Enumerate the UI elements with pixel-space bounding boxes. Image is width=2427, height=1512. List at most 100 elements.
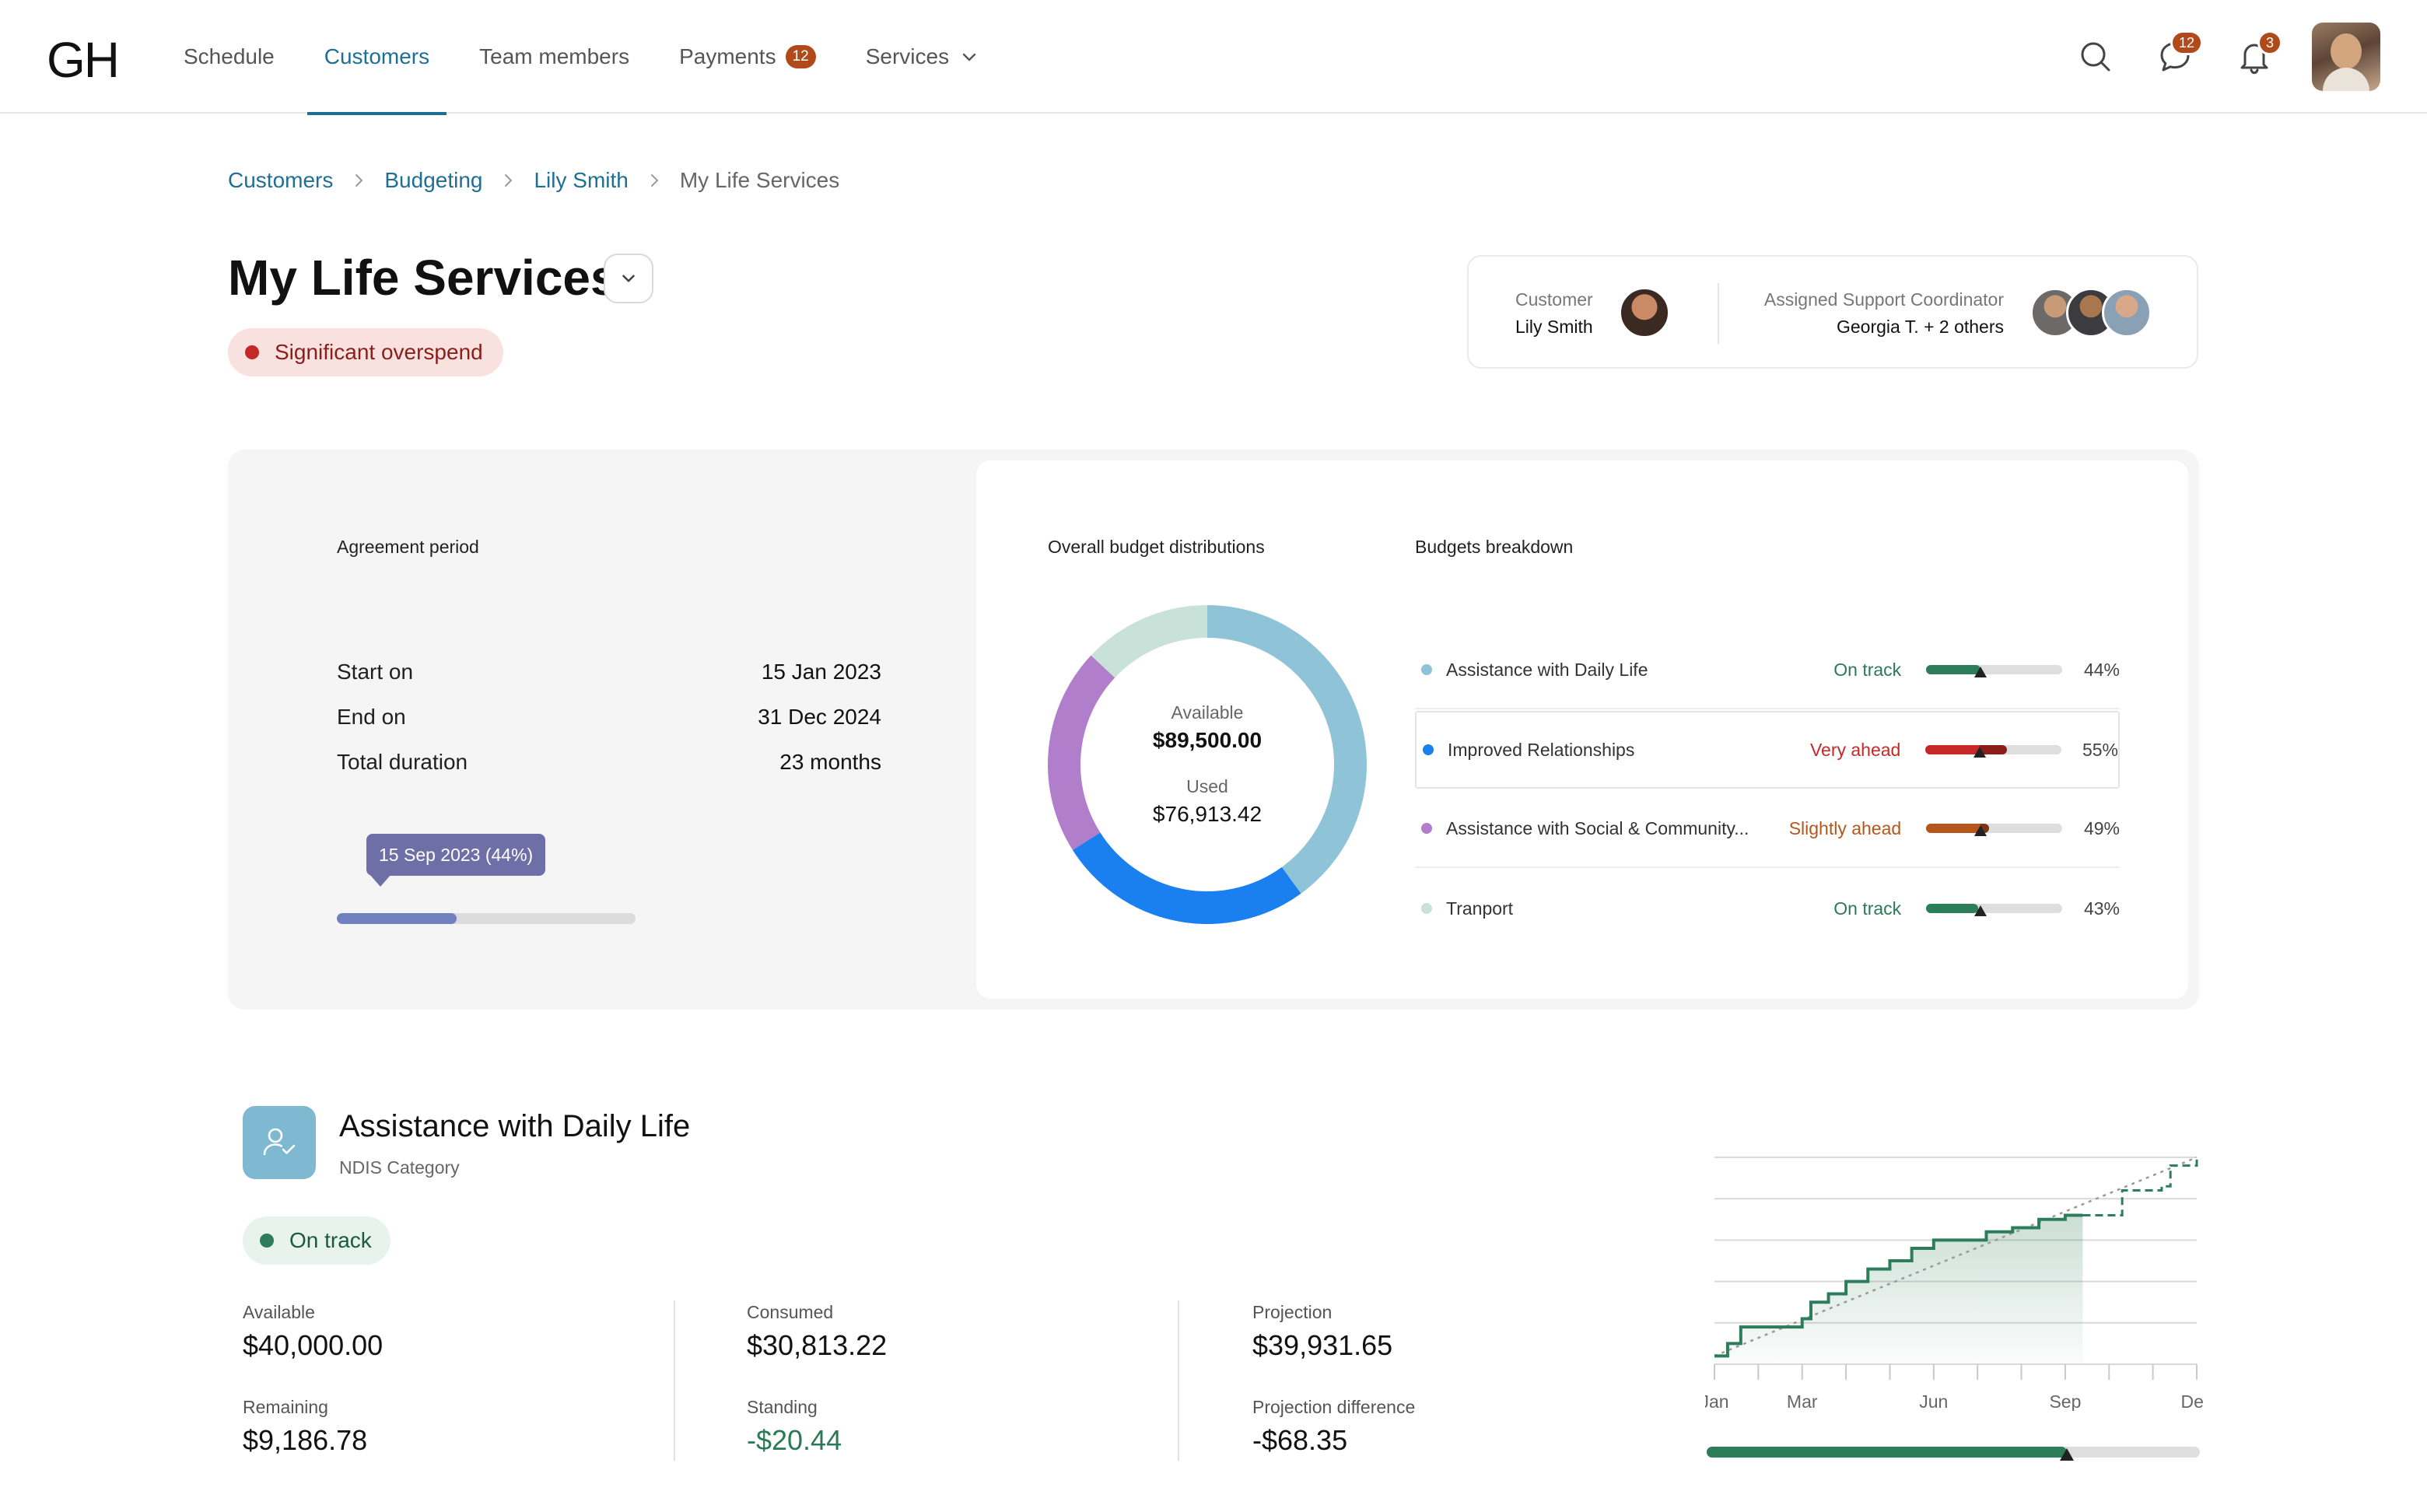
nav-schedule[interactable]: Schedule	[184, 0, 275, 114]
stat-label: Standing	[747, 1397, 818, 1417]
stat-value: $39,931.65	[1252, 1329, 1393, 1361]
legend-dot	[1421, 903, 1432, 914]
chat-icon[interactable]: 12	[2153, 30, 2203, 79]
x-tick-label: Sep	[2049, 1391, 2081, 1411]
agreement-progress-fill	[337, 913, 457, 924]
category-status-badge: On track	[243, 1216, 390, 1265]
nav-customers[interactable]: Customers	[306, 0, 447, 115]
breakdown-row[interactable]: Assistance with Social & Community... Sl…	[1415, 790, 2120, 868]
row-label: Start on	[337, 660, 414, 684]
budget-status: Slightly ahead	[1788, 817, 1902, 838]
chevron-right-icon	[499, 172, 517, 189]
status-dot	[260, 1234, 274, 1248]
user-avatar[interactable]	[2312, 23, 2380, 91]
category-title: Assistance with Daily Life	[339, 1109, 691, 1143]
available-value: $89,500.00	[1152, 728, 1263, 752]
time-marker	[2059, 1448, 2074, 1461]
main-nav: Schedule Customers Team members Payments…	[184, 0, 1028, 115]
stat-projection-difference: Projection difference -$68.35	[1252, 1397, 1415, 1457]
coordinator-avatar-group[interactable]	[2030, 288, 2163, 338]
breakdown-row[interactable]: Improved Relationships Very ahead 55%	[1415, 711, 2120, 789]
budget-status: On track	[1833, 659, 1902, 680]
budget-name: Assistance with Social & Community...	[1446, 817, 1749, 838]
nav-label: Customers	[324, 44, 430, 68]
divider	[1718, 283, 1719, 344]
legend-dot	[1421, 823, 1432, 834]
nav-team-members[interactable]: Team members	[479, 0, 629, 114]
budget-status: On track	[1833, 898, 1902, 919]
row-label: End on	[337, 705, 406, 729]
x-tick-label: Jan	[1705, 1391, 1729, 1411]
breakdown-row[interactable]: Tranport On track 43%	[1415, 870, 2120, 947]
chat-count-badge: 12	[2170, 30, 2203, 55]
coordinator-names[interactable]: Georgia T. + 2 others	[1836, 317, 2004, 337]
customer-label: Customer	[1515, 289, 1593, 310]
x-tick-label: Dec	[2181, 1391, 2203, 1411]
page-title: My Life Services	[228, 250, 618, 306]
ideal-trend-line	[1714, 1156, 2198, 1357]
row-value: 15 Jan 2023	[761, 660, 881, 684]
agreement-period-title: Agreement period	[337, 537, 479, 557]
nav-services-dropdown[interactable]: Services	[866, 0, 979, 114]
available-label: Available	[1171, 702, 1244, 723]
projection-line	[2082, 1157, 2198, 1216]
bell-icon[interactable]: 3	[2233, 30, 2282, 79]
customer-name[interactable]: Lily Smith	[1515, 317, 1593, 337]
agreement-row: Start on 15 Jan 2023	[337, 660, 881, 684]
progress-fill	[1925, 745, 1980, 754]
budget-overview-panel: Agreement period Start on 15 Jan 2023 En…	[228, 450, 2199, 1010]
category-icon	[243, 1106, 316, 1179]
stat-label: Projection difference	[1252, 1397, 1416, 1417]
progress-fill	[1926, 824, 1981, 833]
status-badge: Significant overspend	[228, 328, 503, 376]
chevron-right-icon	[646, 172, 663, 189]
time-marker	[1974, 825, 1987, 836]
breadcrumb-current: My Life Services	[679, 168, 840, 192]
stat-remaining: Remaining $9,186.78	[243, 1397, 367, 1457]
breadcrumb-customers[interactable]: Customers	[228, 168, 334, 192]
budget-name: Assistance with Daily Life	[1446, 659, 1648, 680]
time-marker	[1974, 905, 1987, 916]
stat-label: Consumed	[747, 1302, 834, 1322]
chevron-down-icon	[960, 47, 979, 66]
breadcrumb-budgeting[interactable]: Budgeting	[384, 168, 483, 192]
stat-projection: Projection $39,931.65	[1252, 1302, 1392, 1362]
row-label: Total duration	[337, 750, 468, 774]
budget-percent: 43%	[2083, 898, 2121, 919]
distribution-title: Overall budget distributions	[1048, 537, 1265, 557]
plan-switcher-button[interactable]	[604, 254, 653, 303]
time-marker	[1974, 667, 1987, 677]
coordinator-info: Assigned Support Coordinator Georgia T. …	[1764, 289, 2004, 338]
donut-segment[interactable]	[1091, 605, 1208, 678]
status-text: On track	[289, 1228, 372, 1252]
donut-segment[interactable]	[1072, 832, 1301, 924]
search-icon[interactable]	[2074, 35, 2117, 79]
consumed-line	[1714, 1213, 2083, 1358]
stat-consumed: Consumed $30,813.22	[747, 1302, 887, 1362]
period-progress-tooltip: 15 Sep 2023 (44%)	[366, 834, 546, 887]
progress-fill	[1926, 665, 1981, 674]
budget-donut-chart	[1048, 605, 1367, 924]
breakdown-title: Budgets breakdown	[1415, 537, 1574, 557]
customer-avatar[interactable]	[1620, 288, 1669, 338]
breadcrumb-customer-name[interactable]: Lily Smith	[534, 168, 629, 192]
top-navigation-bar: GH Schedule Customers Team members Payme…	[0, 0, 2427, 115]
app-logo[interactable]: GH	[47, 32, 120, 88]
row-value: 23 months	[779, 750, 881, 774]
donut-segment[interactable]	[1048, 655, 1115, 850]
budget-progress-bar	[1926, 665, 2063, 677]
nav-payments[interactable]: Payments 12	[679, 0, 816, 114]
breakdown-row[interactable]: Assistance with Daily Life On track 44%	[1415, 632, 2120, 709]
progress-fill	[1926, 904, 1978, 913]
category-subtitle: NDIS Category	[339, 1157, 460, 1178]
legend-dot	[1423, 744, 1434, 755]
stat-value: $30,813.22	[747, 1329, 888, 1361]
coordinator-label: Assigned Support Coordinator	[1763, 289, 2004, 310]
agreement-progress-bar	[337, 913, 636, 924]
legend-dot	[1421, 664, 1432, 675]
time-marker	[1973, 747, 1987, 758]
status-text: Significant overspend	[275, 340, 483, 364]
nav-label: Team members	[479, 44, 630, 68]
donut-segment[interactable]	[1206, 605, 1367, 894]
row-value: 31 Dec 2024	[758, 705, 881, 729]
